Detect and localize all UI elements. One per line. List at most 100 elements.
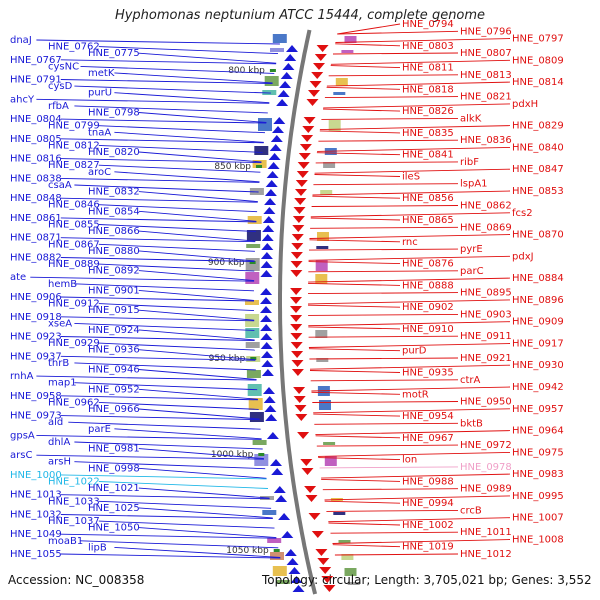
reverse-gene-arrow <box>295 180 308 187</box>
feature-block-right <box>328 120 341 131</box>
gene-label-right: HNE_0811 <box>402 63 454 74</box>
leader-line-right <box>326 86 401 90</box>
gene-label-left: rfbA <box>48 101 69 112</box>
leader-line-right <box>311 386 511 392</box>
reverse-gene-arrow <box>309 81 322 88</box>
leader-line-right <box>315 430 511 436</box>
gene-label-left: HNE_0816 <box>10 154 62 165</box>
scale-tick-mark <box>256 165 262 168</box>
gene-label-right: rnc <box>402 237 418 248</box>
reverse-gene-arrow <box>290 297 302 304</box>
leader-line-right <box>316 152 401 156</box>
leader-line-left <box>138 270 255 282</box>
gene-label-left: HNE_1013 <box>10 490 62 501</box>
leader-line-left <box>138 191 258 203</box>
feature-block-left <box>248 398 263 410</box>
forward-gene-arrow <box>278 513 291 520</box>
leader-line-left <box>98 263 255 272</box>
feature-block-left <box>249 412 264 422</box>
feature-block-left <box>267 538 282 543</box>
leader-line-left <box>98 204 258 213</box>
feature-block-left <box>270 48 284 52</box>
gene-label-left: HNE_0812 <box>48 140 100 151</box>
leader-line-left <box>60 217 257 223</box>
gene-label-right: HNE_0935 <box>402 368 454 379</box>
feature-block-right <box>324 456 337 466</box>
gene-label-right: HNE_0978 <box>460 462 512 473</box>
gene-label-right: pdxJ <box>512 251 534 262</box>
gene-label-right: HNE_0865 <box>402 215 454 226</box>
reverse-gene-arrow <box>311 72 324 79</box>
leader-line-right <box>324 96 459 99</box>
gene-label-right: HNE_0909 <box>512 317 564 328</box>
gene-label-left: moaB1 <box>48 536 83 547</box>
leader-line-left <box>114 131 264 143</box>
leader-line-left <box>36 98 270 104</box>
gene-label-left: HNE_0981 <box>88 444 140 455</box>
scale-tick-mark <box>269 69 276 72</box>
forward-gene-arrow <box>266 171 279 178</box>
leader-line-left <box>98 224 256 232</box>
gene-label-left: HNE_1022 <box>48 477 100 488</box>
feature-block-right <box>323 442 336 445</box>
gene-label-left: HNE_0962 <box>48 397 100 408</box>
reverse-gene-arrow <box>292 216 305 223</box>
gene-label-right: purD <box>402 346 427 357</box>
gene-label-right: HNE_0994 <box>402 498 454 509</box>
leader-line-right <box>322 488 459 491</box>
reverse-gene-arrow <box>290 315 303 322</box>
leader-line-left <box>138 250 255 262</box>
reverse-gene-arrow <box>293 207 306 214</box>
feature-block-right <box>316 246 329 249</box>
gene-label-left: csaA <box>48 180 72 191</box>
feature-block-right <box>323 162 336 168</box>
feature-block-left <box>252 160 267 168</box>
forward-gene-arrow <box>261 234 274 241</box>
leader-line-right <box>313 413 401 417</box>
feature-block-left <box>258 118 272 131</box>
gene-label-right: HNE_0967 <box>402 433 454 444</box>
gene-label-right: HNE_0797 <box>512 34 564 45</box>
gene-label-right: HNE_0870 <box>512 230 564 241</box>
forward-gene-arrow <box>290 576 303 583</box>
forward-gene-arrow <box>261 360 274 367</box>
leader-line-left <box>114 546 281 558</box>
leader-line-right <box>307 299 511 305</box>
gene-label-left: aroC <box>88 167 111 178</box>
feature-block-left <box>246 244 261 248</box>
gene-label-right: HNE_0896 <box>512 295 564 306</box>
leader-line-left <box>60 257 255 262</box>
leader-line-left <box>60 296 255 302</box>
leader-line-left <box>60 336 255 341</box>
leader-line-right <box>330 531 459 534</box>
forward-gene-arrow <box>260 261 273 268</box>
gene-label-left: HNE_0871 <box>10 233 62 244</box>
leader-line-left <box>36 434 262 440</box>
gene-label-right: HNE_1011 <box>460 527 512 538</box>
forward-gene-arrow <box>276 99 289 106</box>
forward-gene-arrow <box>277 90 290 97</box>
feature-block-left <box>262 510 277 515</box>
scale-tick-label: 850 kbp <box>214 162 251 172</box>
gene-label-left: HNE_0952 <box>88 384 140 395</box>
feature-block-right <box>333 512 346 515</box>
gene-label-left: metK <box>88 68 115 79</box>
leader-line-left <box>60 533 277 539</box>
leader-line-right <box>316 444 459 447</box>
gene-label-right: HNE_0983 <box>512 469 564 480</box>
reverse-gene-arrow <box>321 576 334 583</box>
gene-label-left: HNE_1049 <box>10 529 62 540</box>
forward-gene-arrow <box>260 288 273 295</box>
scale-tick-label: 950 kbp <box>209 354 246 364</box>
leader-line-right <box>328 522 401 526</box>
gene-label-left: HNE_0861 <box>10 213 62 224</box>
leader-line-right <box>328 517 511 523</box>
gene-label-left: HNE_0798 <box>88 108 140 119</box>
gene-label-right: HNE_0957 <box>512 404 564 415</box>
gene-label-right: HNE_0813 <box>460 70 512 81</box>
gene-label-right: bktB <box>460 418 483 429</box>
leader-line-right <box>310 217 401 221</box>
gene-label-left: HNE_0804 <box>10 114 62 125</box>
leader-line-right <box>334 553 459 556</box>
leader-line-right <box>319 125 511 131</box>
